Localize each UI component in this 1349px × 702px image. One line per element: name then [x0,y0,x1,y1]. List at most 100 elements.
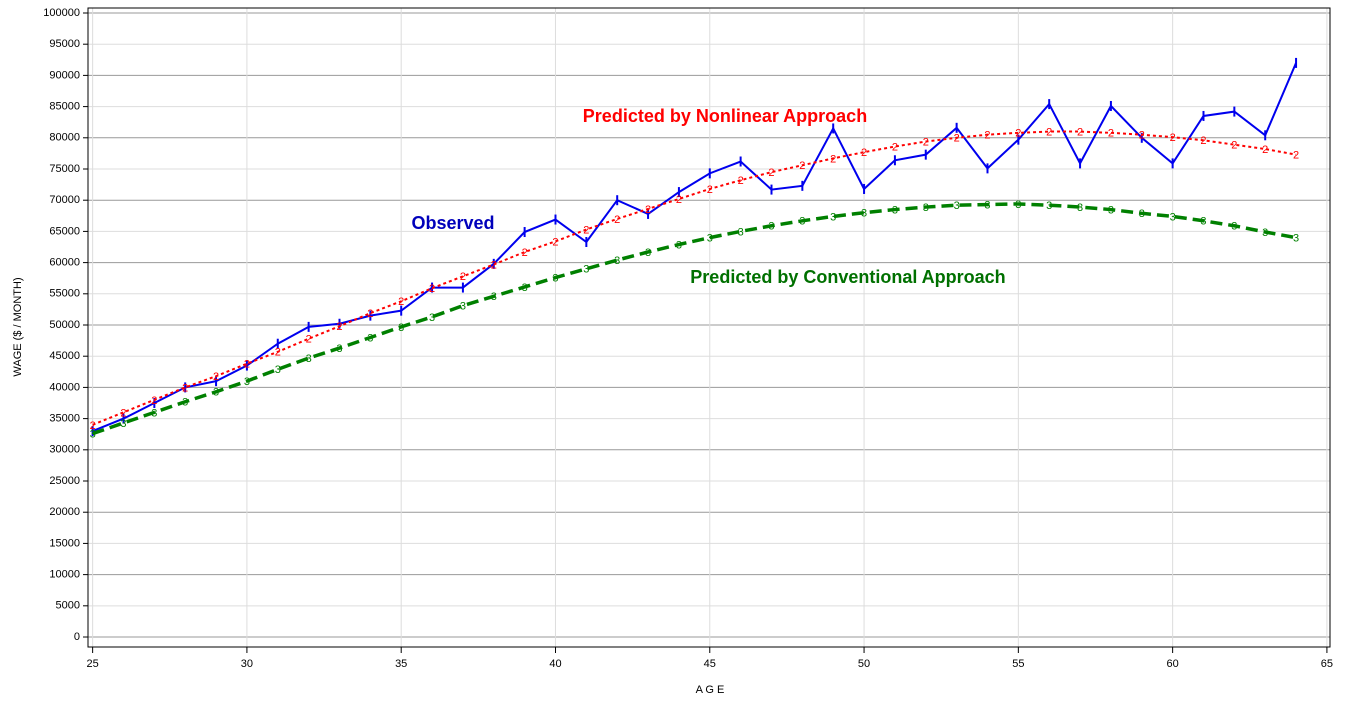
point-marker: 2 [1200,135,1206,147]
y-tick-label: 60000 [49,257,80,269]
point-marker: 3 [830,211,836,223]
point-marker: 3 [367,332,373,344]
point-marker: 3 [707,233,713,245]
point-marker: 2 [1170,132,1176,144]
point-marker: 2 [861,147,867,159]
point-marker: 2 [1015,128,1021,140]
point-marker: 2 [336,321,342,333]
point-marker: 3 [1170,211,1176,223]
point-marker: 3 [398,322,404,334]
point-marker: 3 [306,353,312,365]
point-marker: 3 [1046,200,1052,212]
x-tick-label: 50 [858,658,870,670]
point-marker: 3 [275,364,281,376]
y-tick-label: 15000 [49,537,80,549]
point-marker: 2 [676,194,682,206]
point-marker: 2 [1077,126,1083,138]
point-marker: 3 [460,301,466,313]
point-marker: 3 [336,343,342,355]
point-marker: 2 [306,334,312,346]
point-marker: 3 [429,312,435,324]
series-line [92,202,1297,436]
point-marker: 3 [1108,204,1114,216]
point-marker: 2 [522,247,528,259]
y-axis-label: WAGE ($ / MONTH) [12,277,24,376]
point-marker: 2 [120,407,126,419]
point-marker: 3 [676,239,682,251]
y-tick-label: 70000 [49,194,80,206]
point-marker: 2 [1262,144,1268,156]
y-tick-label: 85000 [49,101,80,113]
point-marker: 2 [398,296,404,308]
point-marker: 2 [799,160,805,172]
point-marker: 2 [583,224,589,236]
y-tick-label: 50000 [49,319,80,331]
point-marker: 2 [1231,140,1237,152]
point-marker: 3 [90,428,96,440]
point-marker: 3 [522,282,528,294]
x-axis-label: A G E [696,684,725,696]
y-tick-label: 10000 [49,569,80,581]
point-marker: 3 [1139,208,1145,220]
point-marker: 2 [830,153,836,165]
y-tick-label: 95000 [49,38,80,50]
point-marker: 2 [429,283,435,295]
point-marker: 3 [1293,233,1299,245]
x-tick-label: 35 [395,658,407,670]
point-marker: 2 [645,204,651,216]
point-marker: 3 [954,200,960,212]
point-marker: 2 [552,236,558,248]
point-marker: 3 [552,272,558,284]
y-tick-label: 5000 [56,600,80,612]
point-marker: 3 [738,226,744,238]
x-tick-label: 25 [87,658,99,670]
point-marker: 3 [1262,227,1268,239]
point-marker: 3 [645,247,651,259]
point-marker: 2 [460,271,466,283]
point-marker: 2 [182,382,188,394]
point-marker: 3 [244,376,250,388]
point-marker: 2 [614,214,620,226]
point-marker: 2 [275,347,281,359]
y-tick-label: 80000 [49,132,80,144]
point-marker: 2 [984,130,990,142]
point-marker: 3 [984,199,990,211]
point-marker: 3 [182,397,188,409]
y-tick-label: 65000 [49,225,80,237]
point-marker: 3 [892,204,898,216]
y-tick-label: 100000 [43,7,80,19]
series-line [92,130,1297,426]
point-marker: 2 [90,420,96,432]
point-marker: 3 [583,264,589,276]
point-marker: 2 [1108,128,1114,140]
point-marker: 3 [1231,221,1237,233]
x-tick-label: 40 [549,658,561,670]
point-marker: 2 [151,395,157,407]
x-tick-label: 55 [1012,658,1024,670]
y-tick-label: 0 [74,631,80,643]
point-marker: 3 [151,407,157,419]
point-marker: 2 [707,184,713,196]
point-marker: 3 [799,216,805,228]
y-tick-label: 35000 [49,413,80,425]
point-marker: 3 [768,221,774,233]
point-marker: 3 [614,255,620,267]
y-tick-label: 25000 [49,475,80,487]
x-tick-label: 65 [1321,658,1333,670]
point-marker: 3 [491,291,497,303]
point-marker: 2 [367,308,373,320]
y-tick-label: 20000 [49,506,80,518]
point-marker: 2 [954,133,960,145]
y-tick-label: 30000 [49,444,80,456]
point-marker: 3 [1015,199,1021,211]
y-tick-label: 40000 [49,381,80,393]
y-tick-label: 55000 [49,288,80,300]
point-marker: 2 [244,359,250,371]
point-marker: 2 [1046,126,1052,138]
series-line [92,62,1297,433]
point-marker: 2 [892,141,898,153]
y-tick-label: 75000 [49,163,80,175]
point-marker: 3 [1200,216,1206,228]
point-marker: 2 [213,371,219,383]
